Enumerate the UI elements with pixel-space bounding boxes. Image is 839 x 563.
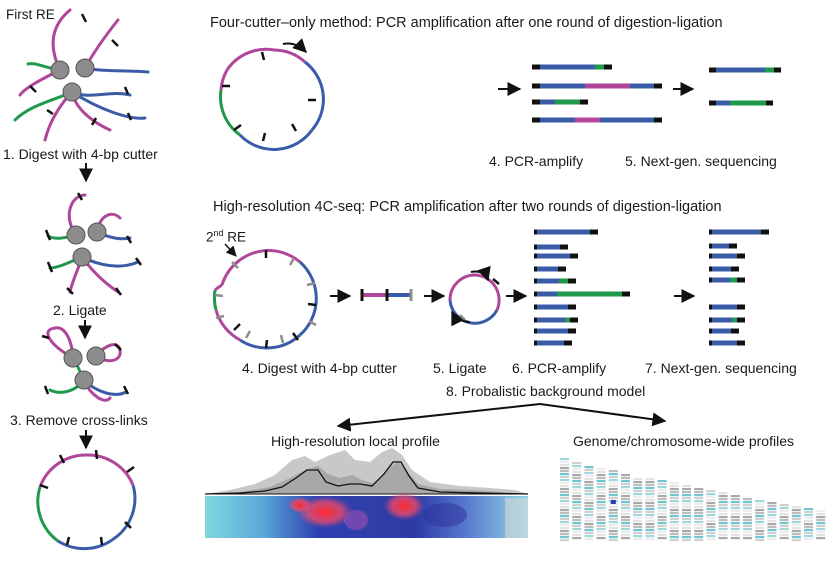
second-re-label: 2nd RE bbox=[206, 229, 246, 244]
primer-arrow-icon bbox=[451, 310, 471, 327]
first-re-label: First RE bbox=[6, 7, 55, 22]
step3-label: 3. Remove cross-links bbox=[10, 412, 148, 428]
crosslink-node-icon bbox=[87, 222, 107, 242]
crosslink-node-icon bbox=[50, 60, 70, 80]
crosslink-node-icon bbox=[66, 225, 86, 245]
ligated-circle-left bbox=[36, 449, 137, 551]
mid-step7-label: 7. Next-gen. sequencing bbox=[645, 360, 797, 376]
arrow-icon bbox=[224, 243, 237, 257]
mid-step8-label: 8. Probalistic background model bbox=[446, 383, 646, 399]
digested-fragment bbox=[360, 289, 413, 301]
mid-step5-label: 5. Ligate bbox=[433, 360, 487, 376]
sequencing-reads-top bbox=[709, 67, 781, 106]
sequencing-reads-mid bbox=[709, 229, 769, 346]
top-circle bbox=[219, 38, 325, 151]
arrow-icon bbox=[539, 403, 667, 427]
second-re-sup: nd bbox=[213, 228, 224, 238]
mid-step6-label: 6. PCR-amplify bbox=[512, 360, 607, 376]
top-step5-label: 5. Next-gen. sequencing bbox=[625, 153, 777, 169]
mid-step4-label: 4. Digest with 4-bp cutter bbox=[242, 360, 397, 376]
genome-profiles-plot bbox=[560, 458, 826, 542]
primer-arrow-icon bbox=[282, 38, 307, 53]
second-re-num: 2 bbox=[206, 229, 214, 245]
local-profile-plot bbox=[204, 448, 529, 538]
pcr-products-mid bbox=[534, 229, 630, 346]
crosslink-node-icon bbox=[72, 247, 92, 267]
pcr-products-top bbox=[532, 64, 662, 123]
second-re-word: RE bbox=[227, 229, 247, 245]
crosslink-node-icon bbox=[86, 346, 106, 366]
crosslink-node-icon bbox=[62, 82, 82, 102]
mid-circle bbox=[212, 249, 318, 350]
crosslink-node-icon bbox=[74, 370, 94, 390]
arrow-icon bbox=[336, 403, 541, 432]
top-step4-label: 4. PCR-amplify bbox=[489, 153, 584, 169]
crosslink-node-icon bbox=[75, 58, 95, 78]
mid-section-title: High-resolution 4C-seq: PCR amplificatio… bbox=[213, 199, 722, 215]
crosslink-node-icon bbox=[63, 348, 83, 368]
genome-profile-label: Genome/chromosome-wide profiles bbox=[573, 433, 794, 449]
step2-label: 2. Ligate bbox=[53, 302, 107, 318]
primer-arrow-icon bbox=[470, 265, 491, 282]
crosslinked-complex-3 bbox=[41, 326, 130, 402]
step1-label: 1. Digest with 4-bp cutter bbox=[3, 146, 158, 162]
top-section-title: Four-cutter–only method: PCR amplificati… bbox=[210, 15, 723, 31]
crosslinked-complex-1 bbox=[13, 8, 150, 142]
crosslinked-complex-2 bbox=[44, 192, 143, 296]
local-profile-label: High-resolution local profile bbox=[271, 433, 440, 449]
small-ligated-circle bbox=[448, 265, 501, 327]
